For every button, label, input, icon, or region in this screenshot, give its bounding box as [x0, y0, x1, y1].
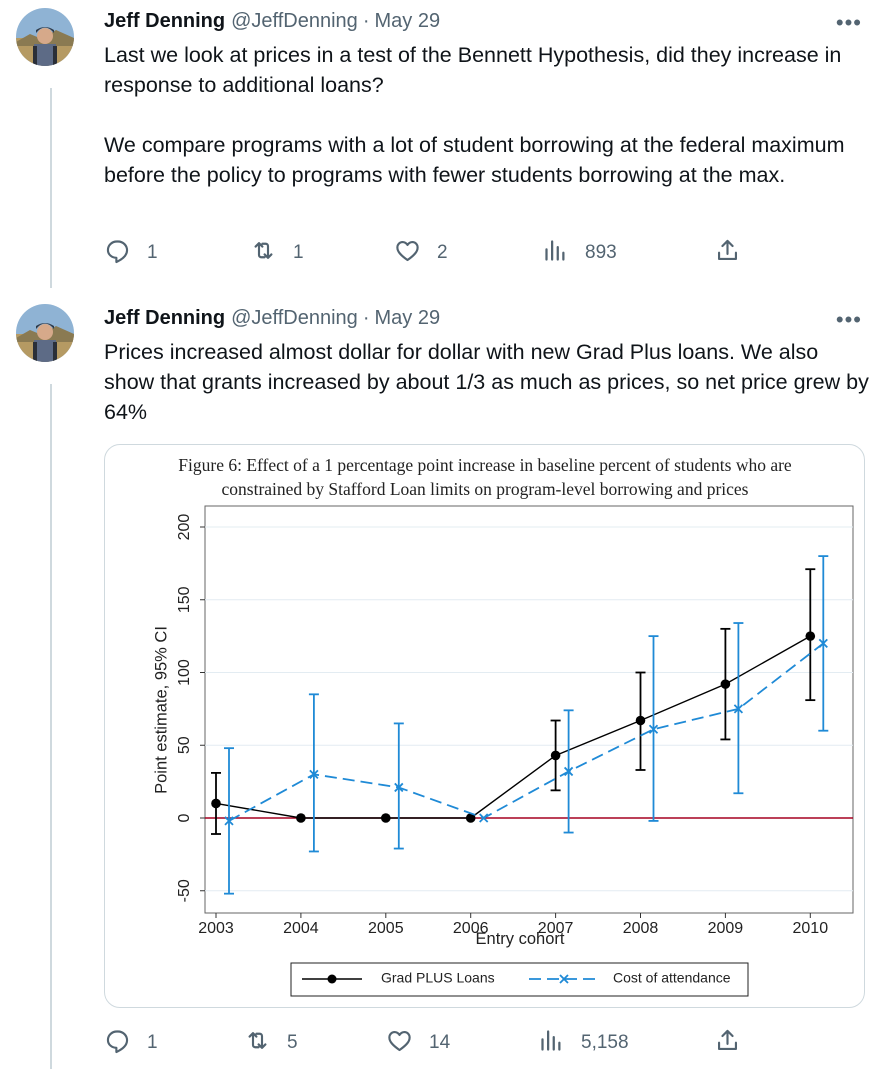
avatar[interactable] — [16, 304, 74, 362]
views-icon — [538, 1027, 565, 1060]
reply-icon — [104, 237, 131, 270]
reply-count: 1 — [147, 242, 158, 263]
chart-image[interactable]: Figure 6: Effect of a 1 percentage point… — [104, 444, 865, 1008]
retweet-count: 1 — [293, 242, 304, 263]
chart-svg: Figure 6: Effect of a 1 percentage point… — [152, 455, 854, 997]
tweet-header: Jeff Denning @JeffDenning · May 29 — [104, 8, 440, 34]
data-point-cost-of-attendance — [394, 782, 404, 793]
views-count: 893 — [585, 242, 617, 263]
chart-title-line: Figure 6: Effect of a 1 percentage point… — [178, 455, 792, 475]
tweet-text: Prices increased almost dollar for dolla… — [104, 340, 869, 424]
x-tick-label: 2003 — [198, 920, 234, 937]
data-point-grad-plus — [635, 715, 646, 726]
x-tick-label: 2004 — [283, 920, 319, 937]
data-point-cost-of-attendance — [648, 724, 659, 734]
retweet-icon — [250, 237, 277, 270]
views-button[interactable]: 893 — [542, 238, 617, 268]
retweet-icon — [244, 1027, 271, 1060]
y-tick-label: 50 — [176, 736, 193, 754]
author-handle[interactable]: @JeffDenning — [231, 306, 358, 329]
y-axis-label: Point estimate, 95% CI — [152, 626, 170, 794]
tweet-date[interactable]: May 29 — [374, 306, 441, 329]
author-name[interactable]: Jeff Denning — [104, 306, 226, 329]
data-point-grad-plus — [465, 813, 476, 823]
legend-key-marker — [327, 974, 337, 984]
retweet-button[interactable]: 5 — [244, 1028, 298, 1058]
data-point-cost-of-attendance — [733, 704, 744, 714]
legend-label: Grad PLUS Loans — [381, 970, 495, 986]
series-line-grad-plus — [215, 635, 811, 819]
tweet-date[interactable]: May 29 — [374, 9, 441, 32]
retweet-button[interactable]: 1 — [250, 238, 304, 268]
like-button[interactable]: 2 — [394, 238, 448, 268]
data-point-grad-plus — [720, 679, 731, 689]
x-tick-label: 2006 — [453, 920, 489, 937]
data-point-cost-of-attendance — [479, 813, 489, 823]
share-button[interactable] — [714, 1028, 741, 1058]
reply-icon — [104, 1027, 131, 1060]
x-tick-label: 2010 — [793, 920, 829, 937]
data-point-grad-plus — [296, 813, 306, 823]
share-button[interactable] — [714, 238, 741, 268]
plot-border — [204, 505, 854, 914]
reply-button[interactable]: 1 — [104, 238, 158, 268]
tweet-text: Last we look at prices in a test of the … — [104, 43, 845, 187]
more-options-icon[interactable]: ••• — [835, 307, 862, 332]
legend-box — [290, 962, 749, 997]
series-line-cost-of-attendance — [228, 642, 824, 822]
more-options-icon[interactable]: ••• — [835, 10, 862, 35]
tweet-actions: 1 1 2 893 — [104, 238, 754, 268]
heart-icon — [394, 237, 421, 270]
separator-dot: · — [362, 306, 370, 329]
legend-label: Cost of attendance — [613, 970, 731, 986]
y-tick-label: 150 — [176, 586, 193, 613]
y-tick-label: 0 — [176, 813, 193, 822]
reply-button[interactable]: 1 — [104, 1028, 158, 1058]
y-tick-label: 100 — [176, 659, 193, 686]
data-point-cost-of-attendance — [818, 638, 828, 649]
x-axis-label: Entry cohort — [476, 930, 565, 948]
legend-key-marker — [559, 974, 569, 984]
thread-connector-line — [50, 88, 52, 288]
like-button[interactable]: 14 — [386, 1028, 450, 1058]
author-handle[interactable]: @JeffDenning — [231, 9, 358, 32]
y-tick-label: 200 — [176, 514, 193, 541]
views-icon — [542, 237, 569, 270]
avatar-image — [16, 304, 74, 362]
y-tick-label: -50 — [176, 879, 193, 902]
x-tick-label: 2008 — [623, 920, 659, 937]
heart-icon — [386, 1027, 413, 1060]
x-tick-label: 2007 — [538, 920, 574, 937]
reply-count: 1 — [147, 1032, 158, 1053]
data-point-grad-plus — [550, 750, 561, 761]
thread-connector-line — [50, 384, 52, 1069]
tweet-header: Jeff Denning @JeffDenning · May 29 — [104, 305, 440, 331]
avatar[interactable] — [16, 8, 74, 66]
data-point-grad-plus — [381, 813, 391, 823]
retweet-count: 5 — [287, 1032, 298, 1053]
views-button[interactable]: 5,158 — [538, 1028, 629, 1058]
like-count: 14 — [429, 1032, 451, 1053]
data-point-cost-of-attendance — [309, 769, 319, 779]
tweet-actions: 1 5 14 5,158 — [104, 1028, 754, 1058]
share-icon — [714, 1027, 741, 1060]
x-tick-label: 2009 — [708, 920, 744, 937]
data-point-cost-of-attendance — [224, 816, 234, 826]
chart-title-line: constrained by Stafford Loan limits on p… — [222, 479, 749, 499]
x-tick-label: 2005 — [368, 920, 404, 937]
share-icon — [714, 237, 741, 270]
data-point-grad-plus — [805, 631, 816, 641]
separator-dot: · — [362, 9, 370, 32]
data-point-cost-of-attendance — [563, 766, 574, 777]
avatar-image — [16, 8, 74, 66]
data-point-grad-plus — [211, 798, 221, 809]
views-count: 5,158 — [581, 1032, 629, 1053]
author-name[interactable]: Jeff Denning — [104, 9, 226, 32]
like-count: 2 — [437, 242, 448, 263]
